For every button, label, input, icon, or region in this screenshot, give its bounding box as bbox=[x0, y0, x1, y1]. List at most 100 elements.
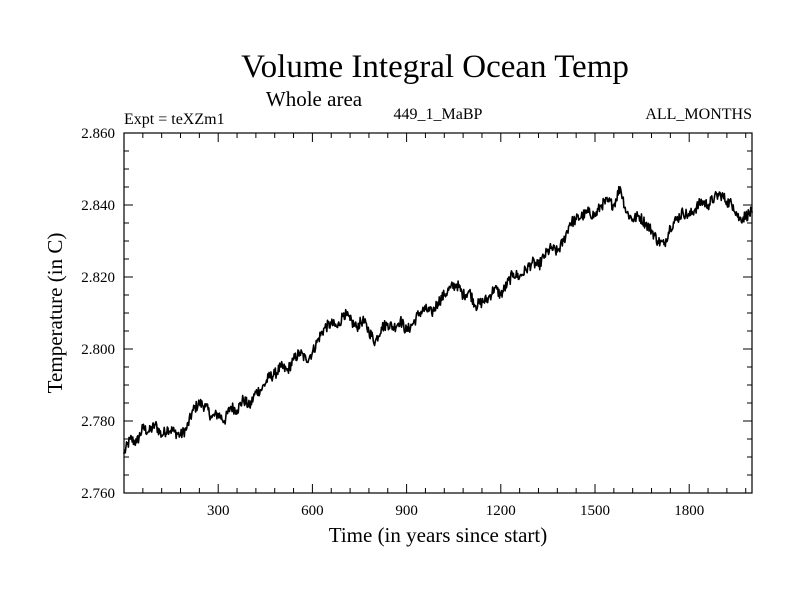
data-point bbox=[531, 261, 533, 264]
data-point bbox=[638, 215, 640, 217]
data-point bbox=[229, 405, 232, 408]
data-point bbox=[468, 290, 471, 293]
data-point bbox=[142, 427, 144, 430]
data-point bbox=[550, 247, 552, 249]
data-point bbox=[682, 211, 684, 213]
data-point bbox=[700, 200, 703, 203]
data-point bbox=[738, 218, 741, 221]
data-point bbox=[374, 341, 377, 343]
data-point bbox=[242, 398, 245, 401]
data-point bbox=[437, 301, 439, 304]
data-point bbox=[625, 211, 628, 213]
data-point bbox=[575, 218, 577, 221]
data-point bbox=[587, 211, 590, 213]
data-point bbox=[211, 416, 213, 419]
period-label: ALL_MONTHS bbox=[645, 106, 752, 123]
data-point bbox=[173, 431, 176, 433]
data-point bbox=[525, 269, 527, 271]
data-point bbox=[744, 215, 747, 217]
data-point bbox=[707, 204, 709, 206]
data-point bbox=[192, 409, 194, 412]
data-point bbox=[644, 222, 647, 224]
data-point bbox=[663, 243, 665, 246]
data-point bbox=[713, 197, 716, 199]
data-point bbox=[261, 387, 263, 390]
data-point bbox=[267, 377, 270, 379]
data-point bbox=[424, 308, 427, 311]
y-tick-label: 2.860 bbox=[81, 126, 115, 142]
data-point bbox=[481, 301, 483, 304]
axis-ticks bbox=[124, 132, 752, 494]
data-point bbox=[148, 431, 150, 433]
data-point bbox=[255, 391, 257, 394]
chart-title: Volume Integral Ocean Temp bbox=[241, 49, 629, 85]
data-point bbox=[368, 330, 370, 332]
data-point bbox=[305, 359, 307, 361]
data-point bbox=[694, 207, 697, 210]
chart-subtitle: Whole area bbox=[266, 87, 363, 111]
data-point bbox=[330, 323, 333, 325]
data-point bbox=[688, 215, 690, 217]
data-point bbox=[186, 427, 188, 430]
data-series bbox=[123, 185, 753, 455]
data-point bbox=[286, 369, 289, 372]
plot-frame bbox=[123, 132, 753, 494]
data-point bbox=[487, 297, 490, 300]
data-point bbox=[380, 326, 383, 329]
data-point bbox=[537, 265, 540, 268]
x-tick-label: 600 bbox=[301, 503, 324, 519]
data-point bbox=[606, 200, 609, 203]
data-point bbox=[581, 215, 584, 217]
axis-tick-labels: 300 600 900 1200 1500 1800 2.760 2.780 2.800 2.82… bbox=[81, 126, 704, 519]
data-point bbox=[631, 218, 634, 221]
x-tick-label: 900 bbox=[395, 503, 418, 519]
x-tick-label: 1500 bbox=[580, 503, 610, 519]
data-point bbox=[280, 366, 282, 368]
data-point bbox=[273, 373, 276, 376]
data-point bbox=[355, 326, 358, 329]
data-point bbox=[512, 272, 515, 275]
y-tick-label: 2.840 bbox=[81, 198, 115, 214]
data-point bbox=[223, 420, 226, 422]
y-tick-label: 2.760 bbox=[81, 486, 115, 502]
data-point bbox=[569, 222, 571, 224]
data-point bbox=[412, 323, 414, 325]
data-point bbox=[361, 319, 364, 322]
data-point bbox=[600, 204, 603, 206]
data-point bbox=[399, 319, 402, 322]
y-tick-label: 2.820 bbox=[81, 270, 115, 286]
data-point bbox=[613, 204, 615, 206]
data-point bbox=[204, 405, 207, 408]
run-label: 449_1_MaBP bbox=[394, 106, 483, 123]
data-point bbox=[675, 218, 678, 221]
data-point bbox=[386, 323, 389, 325]
x-axis-label: Time (in years since start) bbox=[329, 523, 548, 547]
data-point bbox=[393, 326, 395, 329]
x-tick-label: 300 bbox=[207, 503, 230, 519]
data-point bbox=[405, 330, 408, 332]
data-point bbox=[657, 240, 659, 242]
data-point bbox=[129, 438, 132, 440]
data-point bbox=[562, 240, 565, 242]
data-point bbox=[299, 351, 301, 354]
data-point bbox=[619, 186, 621, 188]
data-point bbox=[311, 351, 314, 354]
data-point bbox=[418, 312, 420, 314]
data-point bbox=[449, 287, 452, 289]
x-tick-label: 1800 bbox=[674, 503, 704, 519]
data-point bbox=[292, 359, 295, 361]
data-point bbox=[726, 200, 728, 203]
data-point bbox=[324, 326, 326, 329]
data-point bbox=[349, 319, 351, 322]
data-point bbox=[135, 441, 138, 444]
experiment-label: Expt = teXZm1 bbox=[124, 111, 225, 128]
data-point bbox=[518, 276, 521, 278]
data-point bbox=[198, 402, 201, 404]
y-axis-label: Temperature (in C) bbox=[43, 233, 67, 394]
data-point bbox=[443, 294, 446, 296]
data-point bbox=[167, 427, 169, 430]
data-point bbox=[462, 294, 464, 296]
data-point bbox=[154, 423, 157, 426]
data-point bbox=[236, 409, 238, 412]
